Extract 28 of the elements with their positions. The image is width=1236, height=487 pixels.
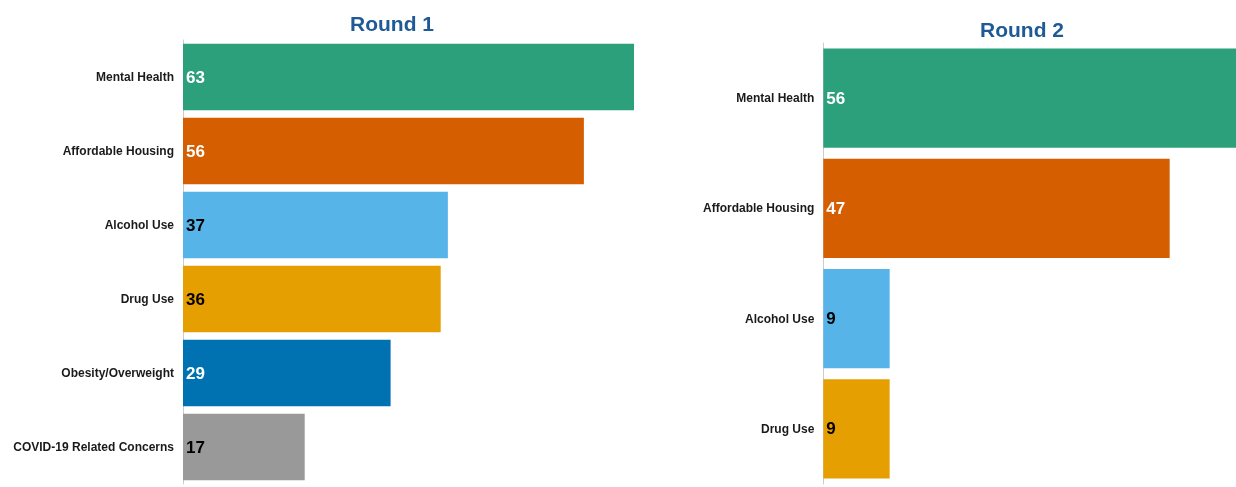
data-label: 63 xyxy=(186,67,205,87)
bar xyxy=(183,413,305,481)
data-label: 36 xyxy=(186,289,205,309)
y-tick-label: Drug Use xyxy=(760,421,815,436)
bar xyxy=(183,117,584,185)
data-label: 56 xyxy=(186,141,205,161)
y-tick-label: COVID-19 Related Concerns xyxy=(13,440,175,454)
data-label: 17 xyxy=(186,437,205,457)
chart-title: Round 1 xyxy=(350,12,435,35)
bar xyxy=(183,43,634,111)
data-label: 9 xyxy=(826,309,836,329)
y-tick-label: Alcohol Use xyxy=(744,311,815,326)
bar xyxy=(183,191,448,259)
bar xyxy=(183,339,391,407)
y-tick-label: Drug Use xyxy=(120,292,175,306)
y-tick-label: Affordable Housing xyxy=(703,201,815,216)
bar xyxy=(183,265,441,333)
chart-title: Round 2 xyxy=(980,18,1064,41)
y-tick-label: Alcohol Use xyxy=(104,218,175,232)
data-label: 47 xyxy=(826,198,846,218)
y-tick-label: Mental Health xyxy=(736,91,815,106)
data-label: 29 xyxy=(186,363,205,383)
y-tick-label: Mental Health xyxy=(95,70,174,84)
y-tick-label: Obesity/Overweight xyxy=(61,366,174,380)
data-label: 9 xyxy=(826,419,836,439)
y-tick-label: Affordable Housing xyxy=(62,144,174,158)
data-label: 37 xyxy=(186,215,205,235)
data-label: 56 xyxy=(826,88,846,108)
